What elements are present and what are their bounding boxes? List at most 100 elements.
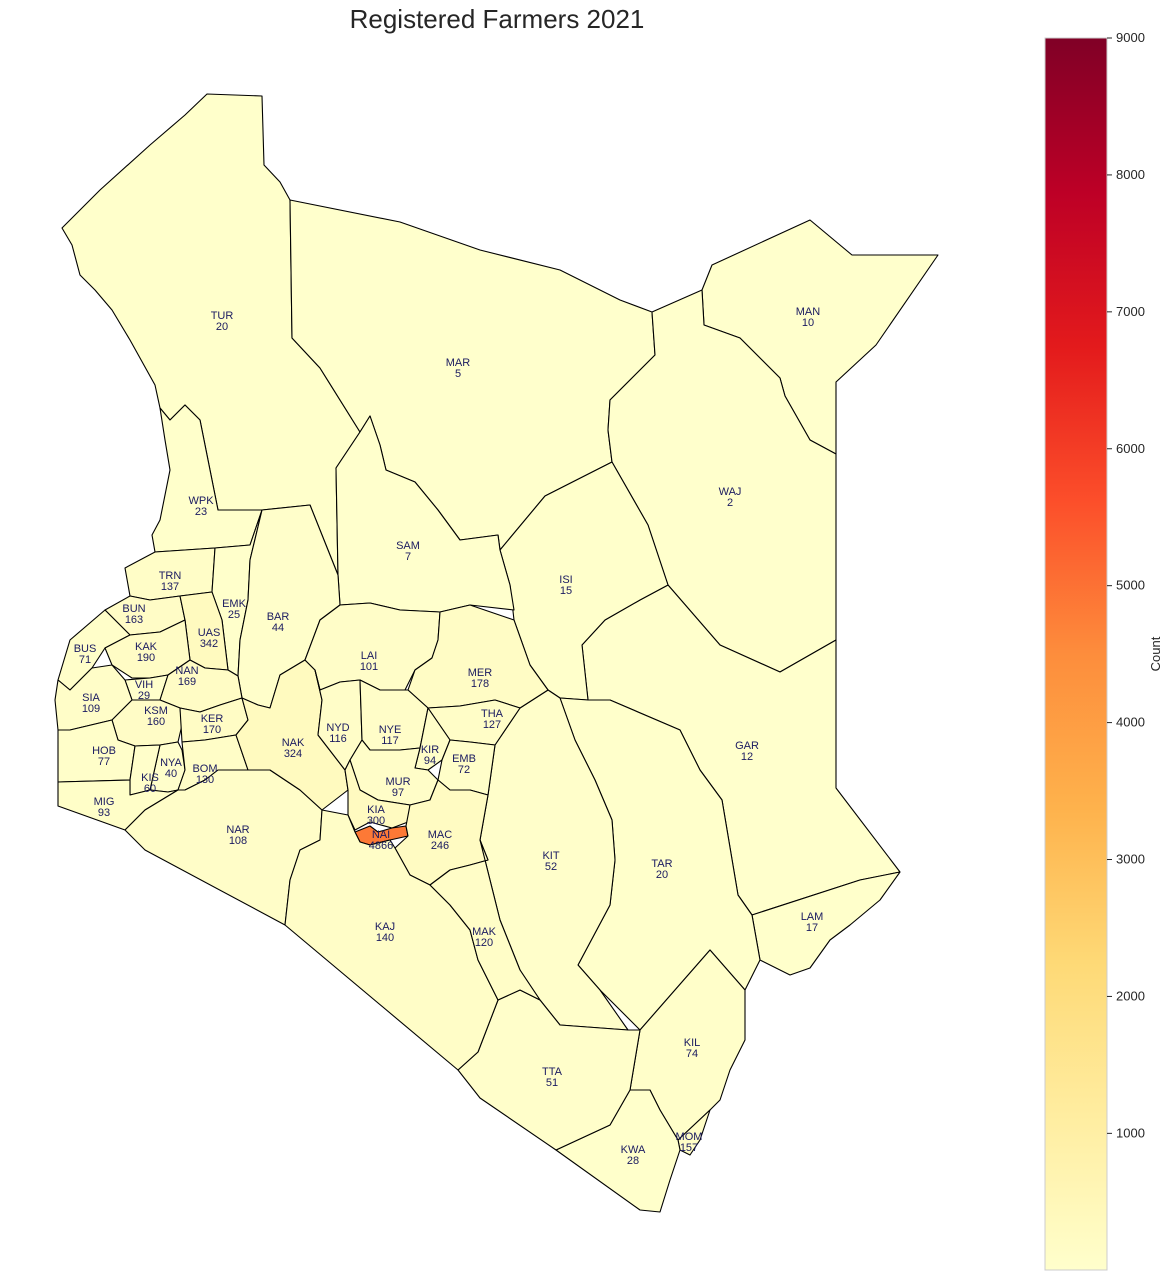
county-code-label: NYA bbox=[160, 757, 182, 769]
colorbar-tick-label: 7000 bbox=[1116, 304, 1145, 319]
county-count-label: 20 bbox=[216, 321, 228, 333]
county-code-label: NAN bbox=[175, 665, 198, 677]
county-count-label: 342 bbox=[200, 638, 218, 650]
county-count-label: 178 bbox=[471, 678, 489, 690]
county-code-label: TAR bbox=[651, 858, 672, 870]
county-count-label: 300 bbox=[367, 815, 385, 827]
county-count-label: 17 bbox=[806, 922, 818, 934]
colorbar-ticks: 1000 2000 3000 4000 5000 6000 7000 8000 9000 bbox=[1107, 30, 1145, 1140]
county-code-label: MIG bbox=[94, 796, 115, 808]
county-code-label: UAS bbox=[198, 627, 221, 639]
county-count-label: 74 bbox=[686, 1048, 698, 1060]
county-count-label: 5 bbox=[455, 368, 461, 380]
colorbar-gradient bbox=[1044, 37, 1108, 1271]
county-code-label: KIA bbox=[367, 804, 385, 816]
county-count-label: 163 bbox=[125, 614, 143, 626]
county-code-label: SAM bbox=[396, 540, 420, 552]
county-code-label: WAJ bbox=[719, 486, 742, 498]
county-code-label: SIA bbox=[82, 692, 100, 704]
county-code-label: MUR bbox=[385, 776, 410, 788]
county-count-label: 116 bbox=[329, 733, 347, 745]
county-map: TUR20MAR5MAN10WAJ2WPK23SAM7ISI15TRN137BU… bbox=[54, 93, 939, 1213]
county-code-label: NYE bbox=[379, 724, 402, 736]
colorbar-tick-label: 9000 bbox=[1116, 30, 1145, 45]
county-count-label: 15 bbox=[560, 585, 572, 597]
colorbar-tick-label: 3000 bbox=[1116, 852, 1145, 867]
county-count-label: 51 bbox=[546, 1077, 558, 1089]
county-count-label: 28 bbox=[627, 1155, 639, 1167]
county-count-label: 25 bbox=[228, 609, 240, 621]
county-code-label: KSM bbox=[144, 705, 168, 717]
county-code-label: KIS bbox=[141, 772, 159, 784]
county-code-label: TTA bbox=[542, 1066, 563, 1078]
county-count-label: 29 bbox=[138, 690, 150, 702]
county-code-label: KIR bbox=[421, 744, 439, 756]
county-code-label: MER bbox=[468, 667, 493, 679]
county-count-label: 72 bbox=[458, 764, 470, 776]
county-code-label: NAK bbox=[282, 737, 305, 749]
county-count-label: 94 bbox=[424, 755, 436, 767]
county-count-label: 44 bbox=[272, 622, 284, 634]
county-count-label: 20 bbox=[656, 869, 668, 881]
county-code-label: KWA bbox=[621, 1144, 646, 1156]
county-count-label: 140 bbox=[376, 932, 394, 944]
county-count-label: 2 bbox=[727, 497, 733, 509]
county-count-label: 127 bbox=[483, 719, 501, 731]
county-code-label: VIH bbox=[135, 679, 153, 691]
map-title: Registered Farmers 2021 bbox=[349, 4, 645, 34]
county-code-label: GAR bbox=[735, 740, 759, 752]
colorbar-tick-label: 4000 bbox=[1116, 715, 1145, 730]
county-code-label: EMB bbox=[452, 753, 476, 765]
county-count-label: 12 bbox=[741, 751, 753, 763]
colorbar-label: Count bbox=[1148, 636, 1163, 671]
county-code-label: THA bbox=[481, 708, 504, 720]
colorbar-tick-label: 6000 bbox=[1116, 441, 1145, 456]
county-count-label: 324 bbox=[284, 748, 302, 760]
county-code-label: MAN bbox=[796, 306, 821, 318]
county-count-label: 10 bbox=[802, 317, 814, 329]
county-count-label: 120 bbox=[475, 937, 493, 949]
county-LAM[interactable] bbox=[751, 871, 901, 976]
county-code-label: KIL bbox=[684, 1037, 701, 1049]
county-count-label: 157 bbox=[680, 1142, 698, 1154]
county-code-label: MOM bbox=[676, 1131, 703, 1143]
county-count-label: 7 bbox=[405, 551, 411, 563]
county-count-label: 71 bbox=[79, 654, 91, 666]
county-count-label: 40 bbox=[165, 768, 177, 780]
county-code-label: ISI bbox=[559, 574, 572, 586]
county-code-label: TRN bbox=[159, 570, 182, 582]
county-count-label: 23 bbox=[195, 506, 207, 518]
county-code-label: TUR bbox=[211, 310, 234, 322]
county-count-label: 117 bbox=[381, 735, 399, 747]
county-code-label: BOM bbox=[192, 763, 217, 775]
county-count-label: 108 bbox=[229, 835, 247, 847]
county-count-label: 170 bbox=[203, 724, 221, 736]
county-code-label: MAK bbox=[472, 926, 497, 938]
county-code-label: MAC bbox=[428, 829, 453, 841]
county-code-label: BUN bbox=[122, 603, 145, 615]
county-count-label: 52 bbox=[545, 861, 557, 873]
county-count-label: 246 bbox=[431, 840, 449, 852]
county-code-label: EMK bbox=[222, 598, 247, 610]
county-count-label: 4866 bbox=[369, 840, 393, 852]
colorbar-tick-label: 1000 bbox=[1116, 1125, 1145, 1140]
county-code-label: KER bbox=[201, 713, 224, 725]
county-code-label: KAK bbox=[135, 641, 158, 653]
labels-layer: TUR20MAR5MAN10WAJ2WPK23SAM7ISI15TRN137BU… bbox=[74, 306, 824, 1167]
county-count-label: 101 bbox=[360, 661, 378, 673]
county-code-label: NAI bbox=[372, 829, 390, 841]
county-count-label: 77 bbox=[98, 756, 110, 768]
county-code-label: KAJ bbox=[375, 921, 395, 933]
county-count-label: 130 bbox=[196, 774, 214, 786]
county-count-label: 137 bbox=[161, 581, 179, 593]
county-KIA[interactable] bbox=[344, 759, 411, 831]
county-code-label: BAR bbox=[267, 611, 290, 623]
county-count-label: 93 bbox=[98, 807, 110, 819]
county-code-label: LAI bbox=[361, 650, 378, 662]
county-code-label: KIT bbox=[542, 850, 559, 862]
county-code-label: NAR bbox=[226, 824, 249, 836]
county-code-label: HOB bbox=[92, 745, 116, 757]
county-code-label: MAR bbox=[446, 357, 471, 369]
county-count-label: 160 bbox=[147, 716, 165, 728]
county-MAK[interactable] bbox=[429, 839, 541, 1001]
